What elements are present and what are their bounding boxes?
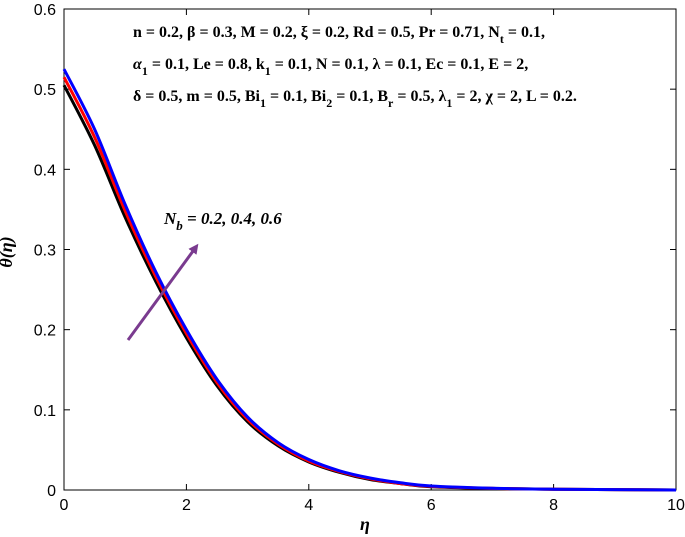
series-line-1 [62, 84, 677, 492]
series-line-3 [62, 68, 677, 492]
x-axis-label: η [360, 514, 370, 534]
y-tick-label: 0.6 [34, 2, 56, 19]
x-tick-label: 0 [60, 497, 69, 514]
params-line-2: α1 = 0.1, Le = 0.8, k1 = 0.1, N = 0.1, λ… [133, 56, 528, 78]
y-axis-label: θ(η) [0, 236, 17, 267]
x-tick-label: 2 [182, 497, 191, 514]
y-axis-ticks: 0 0.1 0.2 0.3 0.4 0.5 0.6 [34, 2, 676, 500]
plot-frame [63, 8, 677, 491]
y-tick-label: 0 [47, 483, 56, 500]
arrow-label: Nb = 0.2, 0.4, 0.6 [163, 209, 282, 233]
y-tick-label: 0.5 [34, 82, 56, 99]
series-lines [62, 68, 677, 492]
x-tick-label: 10 [667, 497, 685, 514]
params-line-3: δ = 0.5, m = 0.5, Bi1 = 0.1, Bi2 = 0.1, … [133, 88, 577, 110]
x-tick-label: 4 [304, 497, 313, 514]
y-tick-label: 0.4 [34, 162, 56, 179]
y-tick-label: 0.3 [34, 243, 56, 260]
y-tick-label: 0.2 [34, 323, 56, 340]
x-axis-ticks: 0 2 4 6 8 10 [60, 9, 685, 514]
x-tick-label: 6 [427, 497, 436, 514]
trend-arrow [126, 243, 199, 341]
y-tick-label: 0.1 [34, 403, 56, 420]
params-line-1: n = 0.2, β = 0.3, M = 0.2, ξ = 0.2, Rd =… [133, 24, 545, 46]
x-tick-label: 8 [549, 497, 558, 514]
